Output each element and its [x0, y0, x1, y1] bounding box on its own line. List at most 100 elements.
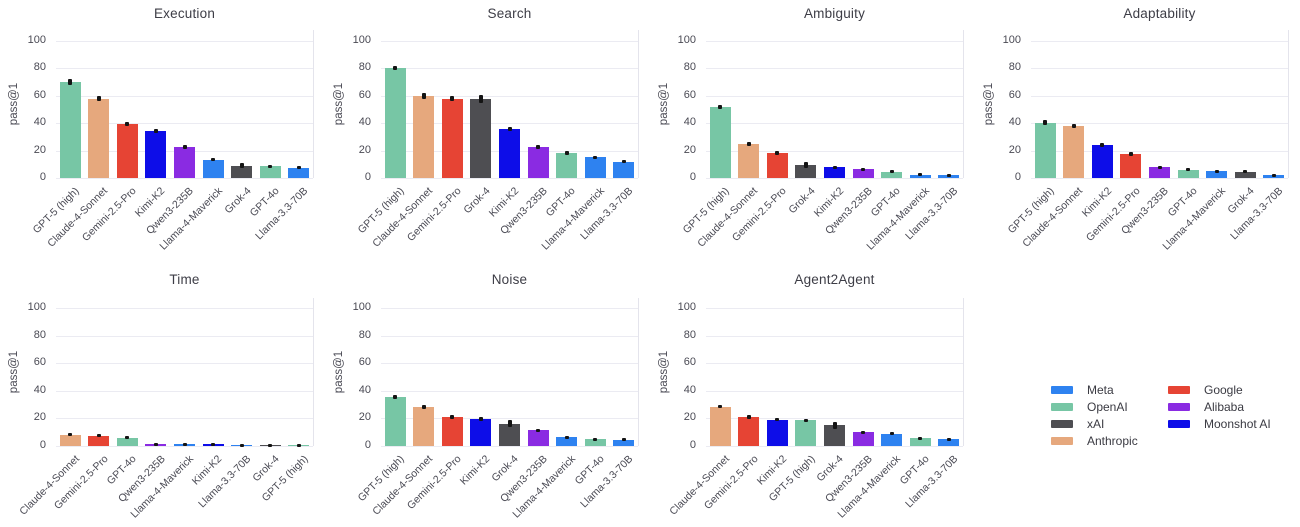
y-tick-label: 20 — [33, 143, 46, 156]
bar-llama-3-3-70b — [613, 161, 635, 178]
gridline — [381, 68, 638, 70]
bar-kimi-k2 — [824, 167, 845, 178]
bar-qwen3-235b — [1149, 167, 1170, 178]
y-tick-label: 0 — [39, 439, 46, 451]
bar-grok-4 — [1234, 171, 1256, 178]
bar-gemini-2-5-pro — [441, 98, 463, 178]
chart-title: Execution — [153, 6, 216, 21]
y-tick-label: 60 — [33, 356, 46, 369]
error-bar — [153, 442, 158, 446]
bar-qwen3-235b — [527, 147, 549, 178]
gridline — [381, 390, 638, 392]
bar-grok-4 — [499, 423, 520, 446]
gridline — [706, 390, 963, 392]
gridline — [56, 335, 313, 337]
chart-title: Agent2Agent — [794, 272, 875, 287]
bar-gpt-4o — [556, 153, 578, 178]
error-bar — [593, 437, 598, 441]
error-bar — [918, 436, 923, 440]
bar-claude-4-sonnet — [88, 98, 110, 178]
bar-gpt-4o — [116, 437, 138, 446]
legend-item-google: Google — [1168, 382, 1243, 398]
bar-llama-3-3-70b — [288, 167, 310, 178]
plot-right-spine — [313, 298, 314, 446]
bar-gpt-5-high- — [59, 82, 81, 178]
gridline — [1031, 41, 1288, 42]
error-bar — [1214, 169, 1219, 173]
error-bar — [564, 435, 569, 439]
bar-qwen3-235b — [527, 430, 549, 446]
error-bar — [296, 166, 301, 170]
gridline — [1031, 123, 1288, 125]
y-tick-label: 80 — [33, 328, 46, 341]
error-bar — [125, 121, 130, 126]
legend-item-xai: xAI — [1051, 416, 1104, 432]
chart-title: Ambiguity — [803, 6, 866, 21]
bar-kimi-k2 — [470, 419, 492, 446]
bar-gpt-5-high- — [384, 68, 406, 178]
y-tick-label: 100 — [1002, 34, 1021, 46]
error-bar — [268, 164, 273, 168]
gridline — [381, 446, 638, 447]
y-tick-label: 60 — [683, 88, 696, 101]
error-bar — [507, 420, 512, 428]
chart-title: Time — [169, 272, 200, 287]
bar-gpt-4o — [259, 166, 281, 178]
error-bar — [1186, 168, 1191, 172]
y-tick-label: 60 — [33, 88, 46, 101]
plot-right-spine — [638, 298, 639, 446]
y-tick-label: 20 — [33, 411, 46, 424]
bar-kimi-k2 — [1091, 145, 1113, 178]
chart-adaptability: Adaptability pass@1 0 20 40 60 80 100 GPT-5 (h… — [975, 0, 1300, 260]
x-tick-label: Llama-3.3-70B — [903, 453, 961, 511]
error-bar — [239, 162, 244, 169]
bar-gpt-5-high- — [795, 420, 817, 446]
gridline — [56, 446, 313, 447]
legend-label: OpenAI — [1087, 400, 1128, 414]
gridline — [56, 418, 313, 420]
bar-kimi-k2 — [499, 128, 520, 178]
x-tick-label: Llama-3.3-70B — [578, 453, 636, 511]
y-tick-label: 80 — [358, 328, 371, 341]
bar-gemini-2-5-pro — [766, 153, 788, 178]
legend-label: Google — [1204, 383, 1243, 397]
y-tick-label: 60 — [683, 356, 696, 369]
bar-grok-4 — [795, 164, 817, 178]
bar-claude-4-sonnet — [59, 434, 81, 446]
bar-gpt-4o — [584, 439, 606, 446]
bar-llama-4-maverick — [909, 174, 931, 178]
y-tick-label: 0 — [364, 439, 371, 451]
bar-qwen3-235b — [174, 147, 195, 178]
legend-label: Moonshot AI — [1204, 417, 1271, 431]
y-tick-label: 60 — [1008, 88, 1021, 101]
bar-qwen3-235b — [852, 169, 874, 178]
y-tick-label: 20 — [683, 411, 696, 424]
gridline — [706, 123, 963, 125]
error-bar — [775, 151, 780, 156]
error-bar — [450, 96, 455, 101]
error-bar — [478, 417, 483, 421]
gridline — [706, 308, 963, 309]
y-tick-label: 20 — [358, 143, 371, 156]
chart-time: Time pass@1 0 20 40 60 80 100 Claude-4-Sonnet G… — [0, 260, 325, 527]
error-bar — [803, 418, 808, 423]
bar-gemini-2-5-pro — [738, 417, 760, 446]
gridline — [381, 123, 638, 125]
bar-gemini-2-5-pro — [116, 123, 138, 178]
legend-swatch — [1168, 386, 1190, 394]
gridline — [706, 41, 963, 42]
y-tick-label: 40 — [33, 383, 46, 396]
bar-gpt-4o — [909, 438, 931, 446]
y-axis-label: pass@1 — [658, 82, 670, 126]
error-bar — [946, 437, 951, 441]
error-bar — [268, 443, 273, 447]
bar-grok-4 — [470, 99, 492, 178]
y-tick-label: 100 — [27, 34, 46, 46]
error-bar — [393, 66, 398, 71]
error-bar — [153, 128, 158, 133]
y-tick-label: 20 — [358, 411, 371, 424]
bar-grok-4 — [231, 165, 253, 178]
legend-swatch — [1051, 437, 1073, 445]
y-tick-label: 100 — [677, 34, 696, 46]
